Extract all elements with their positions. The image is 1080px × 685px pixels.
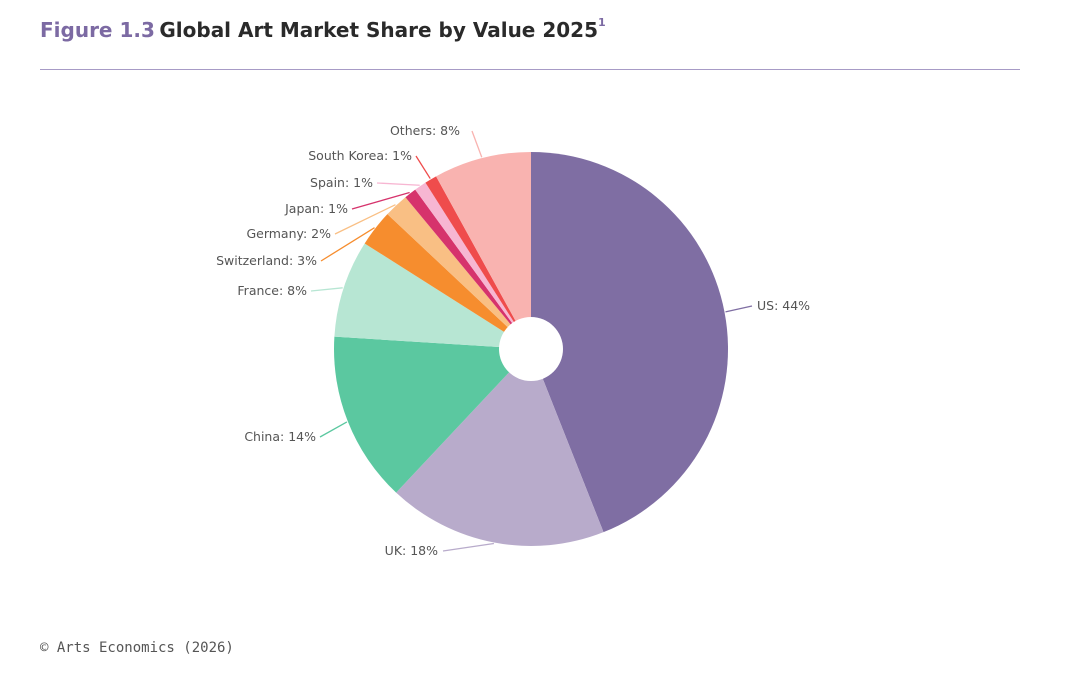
slice-label-switzerland: Switzerland: 3% bbox=[216, 253, 317, 268]
leader-line-uk bbox=[442, 542, 494, 552]
footnote-mark: 1 bbox=[598, 16, 606, 29]
slice-france bbox=[334, 243, 531, 349]
slice-japan bbox=[405, 189, 531, 349]
source-credit: © Arts Economics (2026) bbox=[40, 640, 234, 656]
leader-lines bbox=[310, 130, 753, 552]
leader-line-france bbox=[310, 287, 343, 292]
slice-label-france: France: 8% bbox=[237, 283, 307, 298]
leader-line-others bbox=[471, 130, 483, 158]
leader-line-china bbox=[319, 421, 348, 438]
leader-line-switzerland bbox=[320, 227, 375, 262]
figure-title: Global Art Market Share by Value 2025 bbox=[159, 18, 598, 42]
chart-title: Figure 1.3 Global Art Market Share by Va… bbox=[40, 16, 606, 42]
slice-label-china: China: 14% bbox=[244, 429, 316, 444]
slice-switzerland bbox=[364, 214, 531, 349]
title-divider bbox=[40, 69, 1020, 70]
figure-number: Figure 1.3 bbox=[40, 18, 155, 42]
pie-slices bbox=[334, 151, 729, 547]
slice-label-uk: UK: 18% bbox=[385, 543, 438, 558]
slice-labels: US: 44% UK: 18% China: 14% France: 8% Switze… bbox=[216, 123, 810, 558]
slice-others bbox=[436, 152, 531, 349]
slice-south-korea bbox=[425, 176, 531, 349]
leader-line-japan bbox=[351, 191, 410, 210]
slice-label-japan: Japan: 1% bbox=[284, 201, 348, 216]
slice-uk bbox=[396, 349, 604, 547]
donut-hole bbox=[499, 317, 563, 381]
slice-germany bbox=[387, 197, 531, 349]
slice-spain bbox=[415, 182, 531, 349]
leader-line-germany bbox=[334, 204, 396, 235]
slice-label-germany: Germany: 2% bbox=[246, 226, 331, 241]
leader-line-us bbox=[725, 305, 753, 313]
leader-line-south-korea bbox=[415, 155, 431, 179]
slice-label-south-korea: South Korea: 1% bbox=[308, 148, 412, 163]
slice-label-us: US: 44% bbox=[757, 298, 810, 313]
slice-china bbox=[334, 336, 531, 493]
slice-label-others: Others: 8% bbox=[390, 123, 460, 138]
leader-line-spain bbox=[376, 182, 420, 186]
slice-us bbox=[531, 151, 729, 533]
slice-label-spain: Spain: 1% bbox=[310, 175, 373, 190]
